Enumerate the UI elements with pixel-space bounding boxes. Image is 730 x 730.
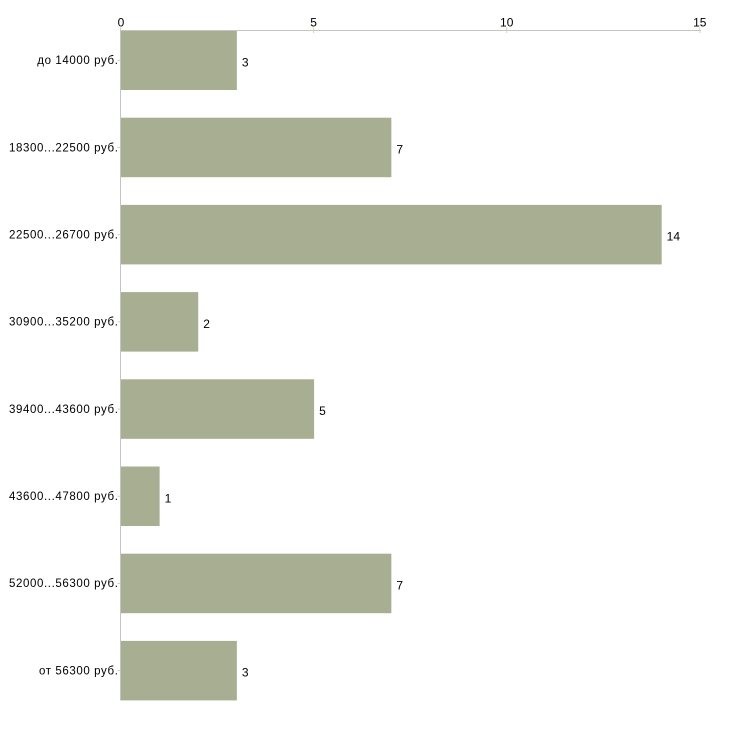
svg-text:5: 5	[319, 404, 326, 418]
svg-text:3: 3	[242, 666, 249, 680]
svg-text:2: 2	[203, 317, 210, 331]
svg-text:10: 10	[500, 15, 514, 29]
svg-text:22500...26700 руб.: 22500...26700 руб.	[9, 230, 118, 242]
svg-text:7: 7	[396, 142, 403, 156]
svg-text:52000...56300 руб.: 52000...56300 руб.	[9, 578, 118, 590]
svg-text:30900...35200 руб.: 30900...35200 руб.	[9, 317, 118, 329]
svg-text:от 56300 руб.: от 56300 руб.	[39, 665, 119, 677]
svg-text:15: 15	[693, 15, 707, 29]
svg-text:39400...43600 руб.: 39400...43600 руб.	[9, 404, 118, 416]
svg-text:14: 14	[667, 230, 681, 244]
svg-text:5: 5	[310, 15, 317, 29]
svg-text:до 14000 руб.: до 14000 руб.	[37, 55, 118, 67]
svg-text:18300...22500 руб.: 18300...22500 руб.	[9, 142, 118, 154]
svg-text:43600...47800 руб.: 43600...47800 руб.	[9, 491, 118, 503]
svg-text:0: 0	[118, 15, 125, 29]
svg-text:1: 1	[165, 491, 172, 505]
svg-text:3: 3	[242, 55, 249, 69]
svg-text:7: 7	[396, 578, 403, 592]
